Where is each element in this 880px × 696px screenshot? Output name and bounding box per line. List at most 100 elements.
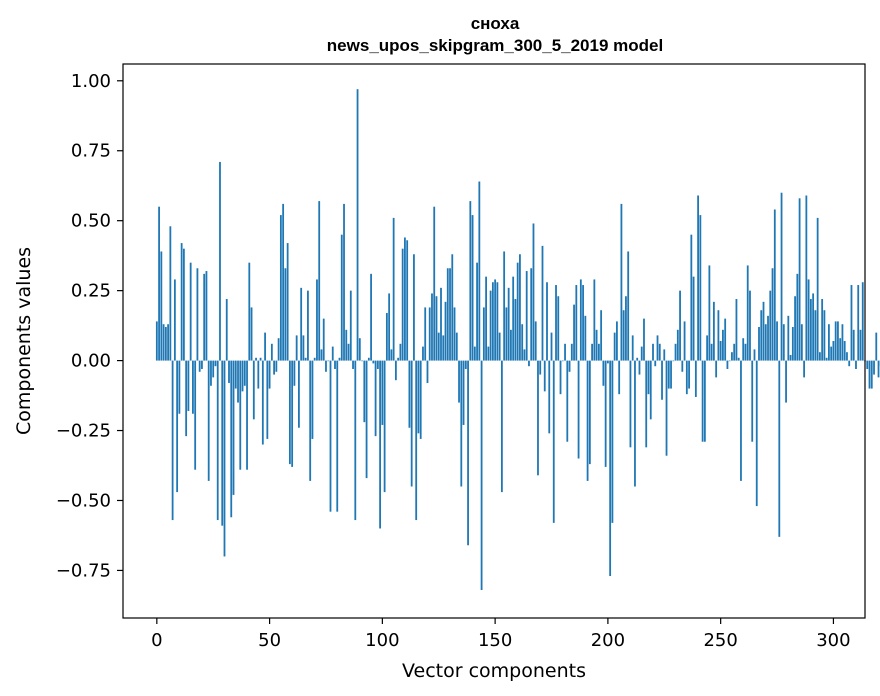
bar: [397, 357, 400, 361]
bar: [516, 262, 519, 361]
bar: [744, 343, 747, 361]
bar: [304, 357, 307, 361]
bar: [198, 360, 201, 372]
x-tick-label: 0: [151, 630, 162, 651]
bar: [703, 360, 706, 442]
bar: [345, 329, 348, 361]
bar: [812, 293, 815, 361]
bar: [261, 360, 264, 445]
bar: [685, 360, 688, 395]
bar: [401, 248, 404, 361]
bar: [782, 324, 785, 361]
bar: [381, 360, 384, 425]
bar: [561, 360, 564, 362]
bar: [548, 360, 551, 434]
bar: [760, 310, 763, 361]
bar: [338, 357, 341, 361]
bar: [471, 215, 474, 361]
bar: [158, 206, 160, 361]
bar: [672, 360, 675, 362]
bar: [187, 360, 190, 411]
bar: [564, 343, 566, 361]
bar: [376, 360, 379, 369]
bar: [370, 273, 372, 361]
bar: [347, 343, 350, 361]
x-tick-label: 300: [816, 630, 850, 651]
bar: [286, 243, 289, 361]
bar: [212, 360, 215, 378]
bar: [507, 287, 510, 361]
bar: [575, 285, 578, 361]
bar: [498, 332, 501, 361]
bar: [796, 273, 799, 361]
bar: [327, 360, 330, 362]
bar: [361, 360, 363, 362]
bar: [577, 360, 580, 459]
bar: [877, 360, 880, 378]
bar: [706, 335, 709, 361]
chart-title-line1: сноха: [471, 14, 520, 33]
bar: [843, 341, 846, 361]
bar: [600, 310, 603, 361]
bar: [692, 276, 695, 361]
bar: [618, 360, 621, 395]
bar: [173, 279, 176, 361]
bar: [767, 315, 769, 361]
bar: [160, 251, 163, 361]
x-axis: 0 50 100 150 200 250 300: [151, 618, 851, 651]
bar: [825, 357, 828, 361]
bar: [873, 360, 875, 375]
bar: [735, 299, 738, 361]
bar: [252, 360, 255, 420]
bar: [638, 360, 641, 375]
bar: [573, 304, 575, 361]
bar: [374, 360, 377, 437]
bar: [451, 254, 454, 361]
bar: [780, 192, 783, 361]
bar: [417, 360, 420, 434]
bar: [773, 209, 776, 361]
bar: [593, 279, 596, 361]
bar: [758, 327, 760, 361]
bar: [291, 360, 294, 467]
bar: [636, 357, 639, 361]
bar: [343, 203, 345, 361]
bar: [519, 254, 521, 361]
bar: [654, 360, 657, 367]
bar: [329, 360, 332, 512]
bar: [494, 279, 497, 361]
bar: [740, 360, 742, 481]
bar: [440, 287, 442, 361]
bar: [681, 360, 684, 372]
bar: [733, 343, 736, 361]
bar: [525, 271, 528, 361]
bar: [216, 360, 219, 521]
y-tick-label: 0.25: [71, 281, 111, 302]
bar: [787, 315, 790, 361]
bar: [277, 338, 280, 361]
bar: [415, 360, 418, 521]
y-tick-label: −0.25: [56, 421, 111, 442]
bar: [182, 248, 185, 361]
bar: [203, 273, 206, 361]
bar: [715, 360, 718, 378]
bar: [870, 360, 873, 389]
bar: [708, 265, 711, 361]
bar: [559, 360, 562, 395]
bar: [449, 268, 451, 361]
bar: [546, 282, 548, 361]
bar: [566, 360, 569, 442]
bar: [658, 343, 661, 361]
bar: [336, 360, 339, 512]
bar: [719, 341, 722, 361]
bar: [476, 262, 478, 361]
bar: [809, 299, 812, 361]
bar: [584, 315, 587, 361]
bar: [316, 279, 318, 361]
bar: [307, 290, 309, 361]
bar: [656, 335, 659, 361]
bar: [866, 360, 869, 369]
bar: [821, 299, 824, 361]
bar: [586, 360, 589, 481]
